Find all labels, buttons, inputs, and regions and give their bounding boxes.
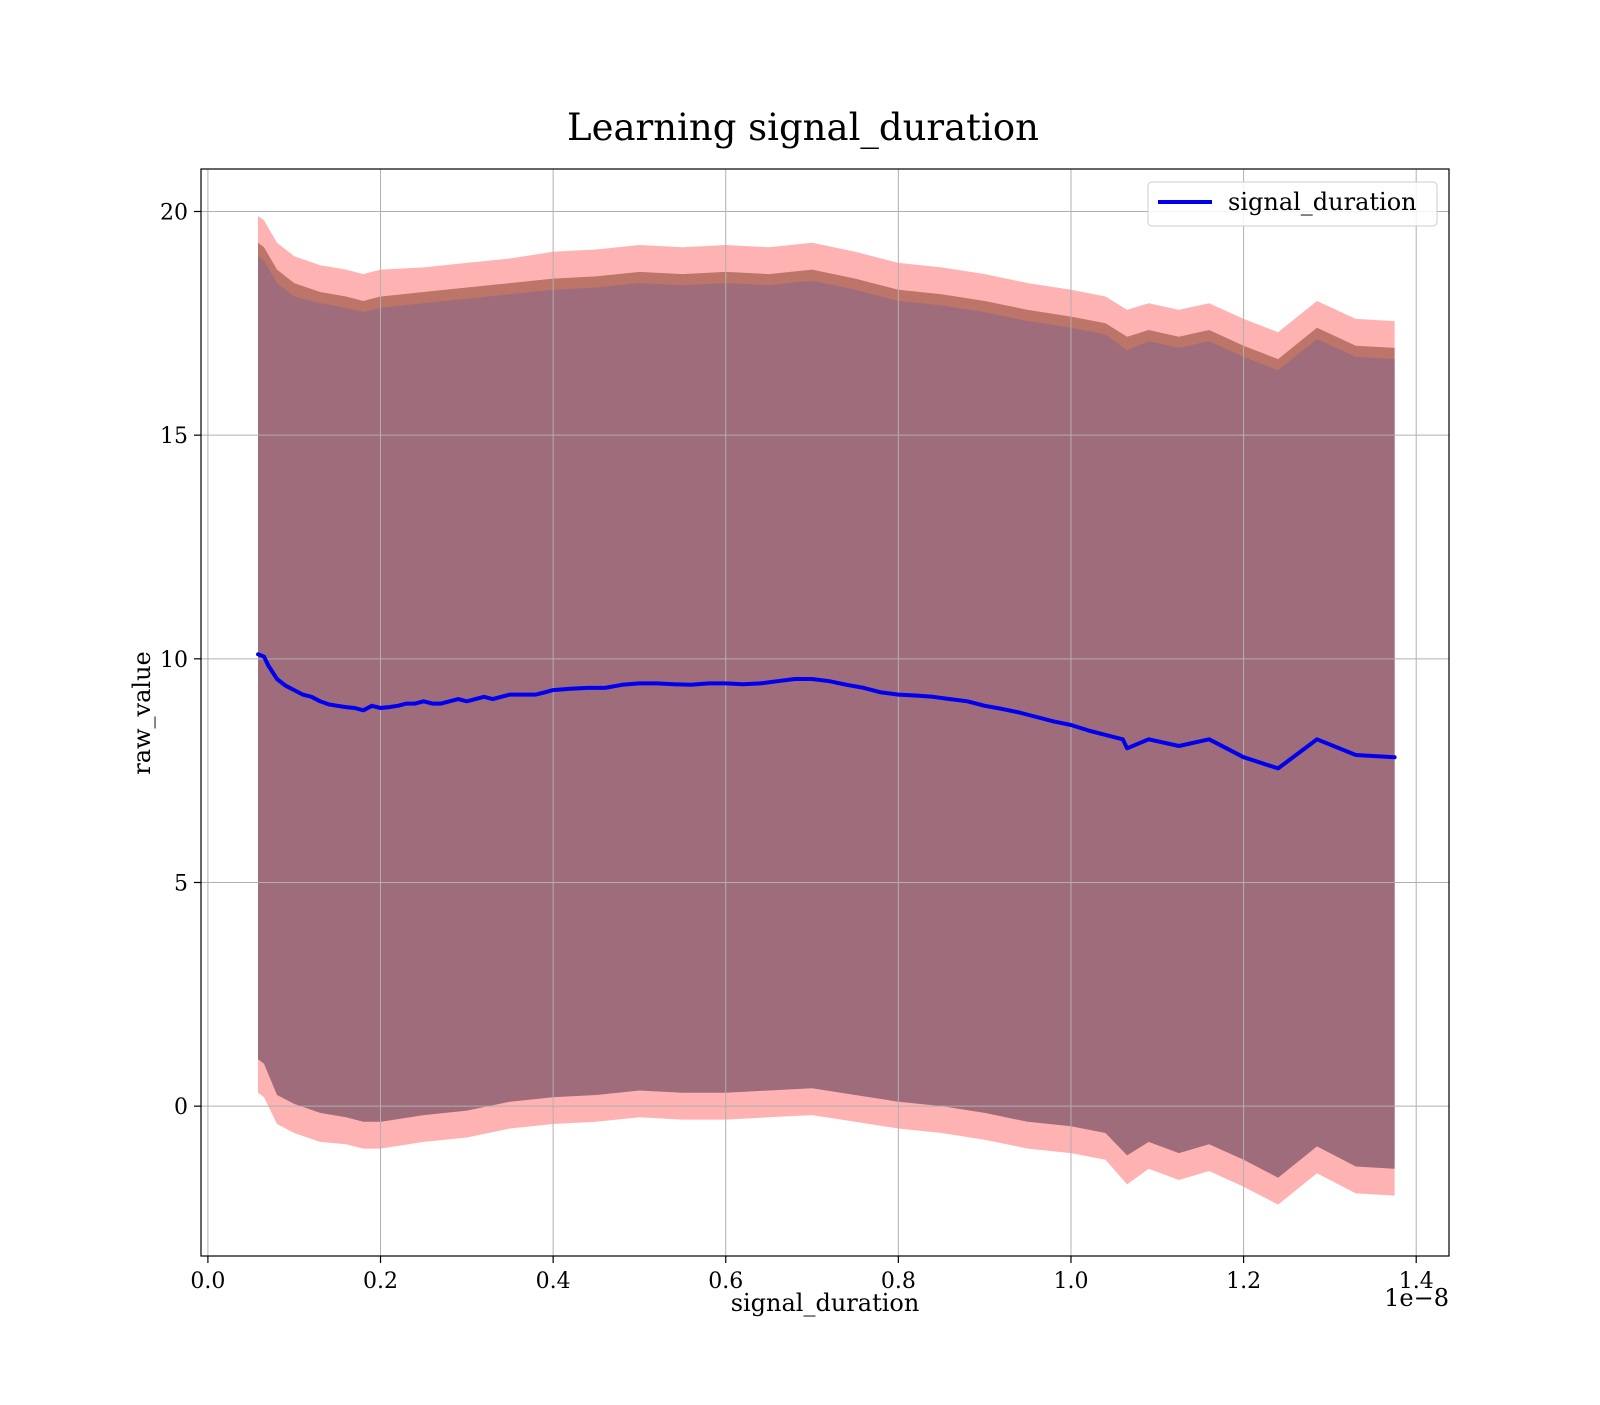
x-tick-label-4: 0.8 (881, 1269, 916, 1294)
series-lines (256, 652, 1397, 771)
y-tick-label-1: 5 (174, 871, 188, 896)
x-tick-label-2: 0.4 (536, 1269, 571, 1294)
y-tick-label-2: 10 (160, 648, 188, 673)
y-tick-label-4: 20 (160, 200, 188, 225)
y-axis-label: raw_value (128, 651, 156, 775)
axis-ticks: 0.0 0.2 0.4 0.6 0.8 1.0 1.2 1.4 0 5 10 15 20 (160, 200, 1434, 1294)
x-tick-label-6: 1.2 (1226, 1269, 1261, 1294)
grid (201, 169, 1449, 1256)
confidence-bands (258, 216, 1395, 1205)
x-tick-label-7: 1.4 (1399, 1269, 1434, 1294)
band-inner (258, 256, 1395, 1178)
legend-label-signal-duration: signal_duration (1228, 188, 1417, 216)
series-line-0 (256, 652, 1397, 771)
x-tick-label-5: 1.0 (1053, 1269, 1088, 1294)
y-tick-label-3: 15 (160, 424, 188, 449)
x-tick-label-0: 0.0 (190, 1269, 225, 1294)
plot-frame (200, 168, 1450, 1257)
chart-title: Learning signal_duration (567, 106, 1039, 150)
x-axis-offset-label: 1e−8 (1384, 1284, 1449, 1312)
x-tick-label-3: 0.6 (708, 1269, 743, 1294)
x-axis-label: signal_duration (731, 1289, 920, 1317)
legend-box (1147, 181, 1438, 227)
legend: signal_duration (1147, 181, 1438, 227)
y-tick-label-0: 0 (174, 1095, 188, 1120)
x-tick-label-1: 0.2 (363, 1269, 398, 1294)
